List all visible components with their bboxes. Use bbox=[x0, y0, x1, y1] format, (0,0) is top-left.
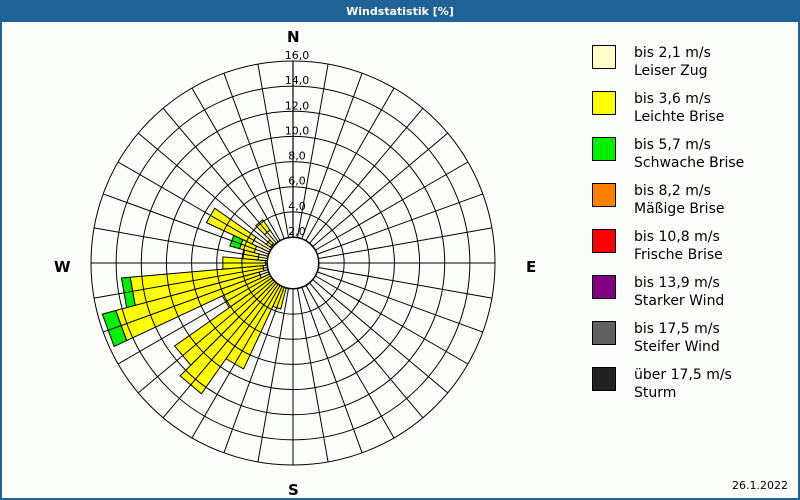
legend-swatch bbox=[592, 183, 616, 207]
legend-swatch bbox=[592, 45, 616, 69]
compass-north: N bbox=[287, 28, 300, 46]
wind-rose-chart: 2,0 4,0 6,0 8,0 10,0 12,0 14,0 16,0 bbox=[90, 49, 496, 466]
legend-name: Starker Wind bbox=[634, 293, 725, 309]
legend-swatch bbox=[592, 321, 616, 345]
legend-swatch bbox=[592, 275, 616, 299]
legend-name: Leiser Zug bbox=[634, 63, 708, 79]
radial-tick-label: 4,0 bbox=[288, 200, 306, 213]
legend-swatch bbox=[592, 229, 616, 253]
legend-name: Leichte Brise bbox=[634, 109, 725, 125]
legend-range: bis 13,9 m/s bbox=[634, 275, 720, 291]
radial-tick-label: 12,0 bbox=[285, 99, 310, 112]
legend-name: Sturm bbox=[634, 385, 677, 401]
legend-name: Schwache Brise bbox=[634, 155, 745, 171]
wind-rose-petals bbox=[101, 207, 294, 395]
legend-name: Mäßige Brise bbox=[634, 201, 725, 217]
legend-range: bis 17,5 m/s bbox=[634, 321, 720, 337]
legend-range: bis 10,8 m/s bbox=[634, 229, 720, 245]
radial-tick-label: 14,0 bbox=[285, 74, 310, 87]
compass-west: W bbox=[54, 258, 71, 276]
legend-range: bis 2,1 m/s bbox=[634, 45, 711, 61]
legend-swatch bbox=[592, 367, 616, 391]
legend-swatch bbox=[592, 137, 616, 161]
legend-range: bis 5,7 m/s bbox=[634, 137, 711, 153]
compass-south: S bbox=[288, 481, 299, 499]
legend-range: bis 3,6 m/s bbox=[634, 91, 711, 107]
radial-tick-label: 6,0 bbox=[288, 175, 306, 188]
legend-name: Steifer Wind bbox=[634, 339, 720, 355]
radial-tick-label: 16,0 bbox=[285, 49, 310, 62]
radial-tick-label: 8,0 bbox=[288, 150, 306, 163]
legend-range: über 17,5 m/s bbox=[634, 367, 732, 383]
legend-range: bis 8,2 m/s bbox=[634, 183, 711, 199]
legend-name: Frische Brise bbox=[634, 247, 723, 263]
compass-east: E bbox=[526, 258, 537, 276]
radial-tick-label: 2,0 bbox=[288, 225, 306, 238]
radial-tick-labels: 2,0 4,0 6,0 8,0 10,0 12,0 14,0 16,0 bbox=[285, 49, 310, 238]
date-label: 26.1.2022 bbox=[732, 479, 788, 492]
window-title: Windstatistik [%] bbox=[2, 2, 798, 22]
radial-tick-label: 10,0 bbox=[285, 124, 310, 137]
legend-swatch bbox=[592, 91, 616, 115]
wind-rose-grid bbox=[90, 60, 496, 466]
